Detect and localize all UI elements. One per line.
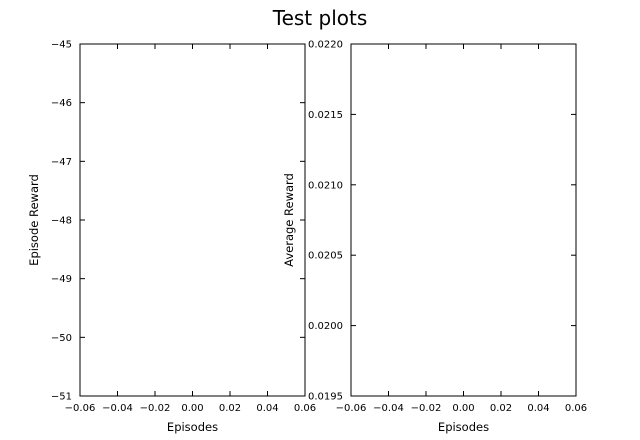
x-tick-label: −0.06	[336, 403, 367, 414]
y-tick-label: −49	[51, 274, 72, 285]
axes-frame	[350, 43, 577, 397]
x-tick-label: 0.00	[181, 403, 203, 414]
x-tick-label: 0.04	[527, 403, 549, 414]
y-tick-label: −46	[51, 98, 72, 109]
y-tick-label: 0.0215	[308, 110, 343, 121]
subplot-2: −0.06 −0.04 −0.02 0.00 0.02 0.04 0.060.01950.0…	[282, 40, 587, 435]
x-axis-label: Episodes	[438, 420, 489, 434]
x-tick-label: −0.04	[102, 403, 133, 414]
axes-frame	[79, 43, 306, 397]
figure-title: Test plots	[272, 6, 368, 30]
y-axis-label: Average Reward	[282, 173, 296, 267]
x-tick-label: 0.00	[452, 403, 474, 414]
x-tick-label: 0.02	[219, 403, 241, 414]
x-tick-label: −0.06	[65, 403, 96, 414]
y-tick-label: −51	[51, 392, 72, 403]
y-tick-label: −50	[51, 333, 72, 344]
subplot-1: −0.06 −0.04 −0.02 0.00 0.02 0.04 0.06 −51 −50 −49…	[27, 40, 316, 435]
y-tick-label: −48	[51, 216, 72, 227]
y-tick-label: 0.0210	[308, 180, 343, 191]
x-tick-label: −0.02	[140, 403, 171, 414]
y-tick-label: −47	[51, 157, 72, 168]
y-tick-label: 0.0195	[308, 392, 343, 403]
x-tick-label: −0.04	[373, 403, 404, 414]
y-tick-label: 0.0220	[308, 40, 343, 51]
x-tick-label: −0.02	[411, 403, 442, 414]
y-tick-label: 0.0205	[308, 251, 343, 262]
x-tick-label: 0.06	[565, 403, 587, 414]
x-tick-label: 0.04	[256, 403, 278, 414]
y-tick-label: 0.0200	[308, 321, 343, 332]
x-tick-label: 0.06	[294, 403, 316, 414]
y-tick-label: −45	[51, 40, 72, 51]
x-axis-label: Episodes	[167, 420, 218, 434]
y-axis-label: Episode Reward	[27, 174, 41, 266]
x-tick-label: 0.02	[490, 403, 512, 414]
